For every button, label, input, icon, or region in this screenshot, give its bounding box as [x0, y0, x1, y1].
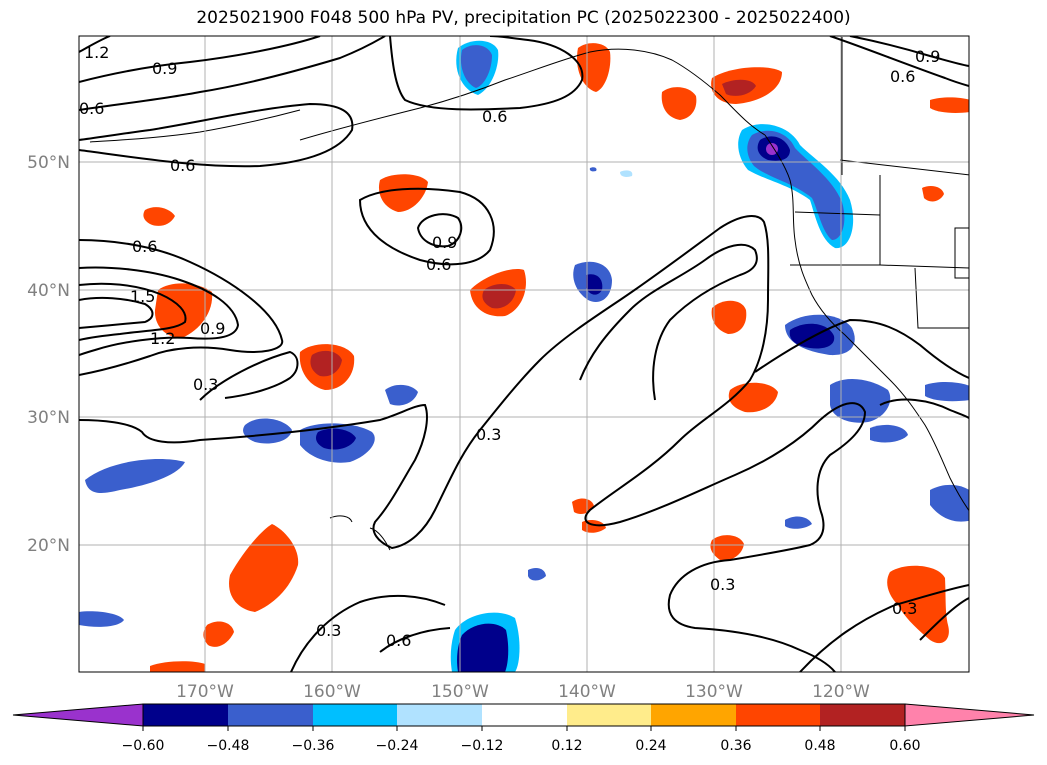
longitude-labels: 170°W 160°W 150°W 140°W 130°W 120°W — [176, 682, 870, 702]
contour-label: 0.3 — [892, 599, 917, 618]
lat-label-40n: 40°N — [27, 281, 70, 301]
colorbar: −0.60 −0.48 −0.36 −0.24 −0.12 0.12 0.24 … — [12, 703, 1035, 754]
contour-label: 1.2 — [150, 329, 175, 348]
lon-label-120w: 120°W — [812, 682, 870, 702]
contour-label: 1.5 — [130, 287, 155, 306]
colorbar-tick-label: −0.12 — [461, 738, 504, 754]
contour-label: 0.6 — [79, 99, 104, 118]
colorbar-tick-label: 0.60 — [889, 738, 920, 754]
colorbar-bin — [567, 704, 651, 726]
contour-label: 0.6 — [170, 156, 195, 175]
contour-label: 0.9 — [152, 59, 177, 78]
colorbar-extend-right — [904, 703, 1035, 727]
pv-contours — [79, 36, 969, 672]
lon-label-130w: 130°W — [685, 682, 743, 702]
colorbar-tick-label: 0.24 — [635, 738, 666, 754]
map-frame — [78, 35, 970, 673]
colorbar-extend-left — [12, 703, 144, 727]
colorbar-tick-label: 0.36 — [720, 738, 751, 754]
colorbar-bin — [228, 704, 313, 726]
lon-label-140w: 140°W — [558, 682, 616, 702]
map-title: 2025021900 F048 500 hPa PV, precipitatio… — [196, 8, 851, 28]
lat-label-30n: 30°N — [27, 408, 70, 428]
contour-labels: 1.2 0.9 0.6 0.6 0.6 0.6 0.9 0.6 1.5 1.2 … — [79, 43, 940, 650]
lon-label-150w: 150°W — [431, 682, 489, 702]
colorbar-bin — [397, 704, 482, 726]
contour-label: 0.3 — [316, 621, 341, 640]
colorbar-tick-label: 0.48 — [804, 738, 835, 754]
gridlines — [79, 36, 969, 672]
colorbar-bin — [313, 704, 397, 726]
colorbar-bin — [736, 704, 820, 726]
colorbar-tick-label: −0.36 — [292, 738, 335, 754]
colorbar-tick-label: 0.12 — [551, 738, 582, 754]
contour-label: 0.3 — [193, 375, 218, 394]
colorbar-bin — [820, 704, 905, 726]
contour-label: 0.9 — [432, 233, 457, 252]
contour-label: 0.9 — [915, 47, 940, 66]
colorbar-tick-label: −0.24 — [376, 738, 419, 754]
colorbar-bin — [651, 704, 736, 726]
colorbar-tick-label: −0.48 — [207, 738, 250, 754]
colorbar-tick-label: −0.60 — [122, 738, 165, 754]
lat-label-20n: 20°N — [27, 536, 70, 556]
contour-label: 0.9 — [200, 319, 225, 338]
lon-label-170w: 170°W — [176, 682, 234, 702]
contour-label: 0.6 — [426, 255, 451, 274]
contour-label: 1.2 — [84, 43, 109, 62]
contour-label: 0.6 — [482, 107, 507, 126]
colorbar-outline — [142, 703, 906, 727]
contour-label: 0.3 — [476, 425, 501, 444]
latitude-labels: 50°N 40°N 30°N 20°N — [27, 153, 70, 556]
contour-label: 0.6 — [386, 631, 411, 650]
colorbar-bin — [482, 704, 567, 726]
contour-label: 0.6 — [890, 67, 915, 86]
contour-label: 0.3 — [710, 575, 735, 594]
colorbar-bin — [143, 704, 228, 726]
lon-label-160w: 160°W — [303, 682, 361, 702]
map-area — [79, 36, 969, 672]
lat-label-50n: 50°N — [27, 153, 70, 173]
contour-label: 0.6 — [132, 237, 157, 256]
